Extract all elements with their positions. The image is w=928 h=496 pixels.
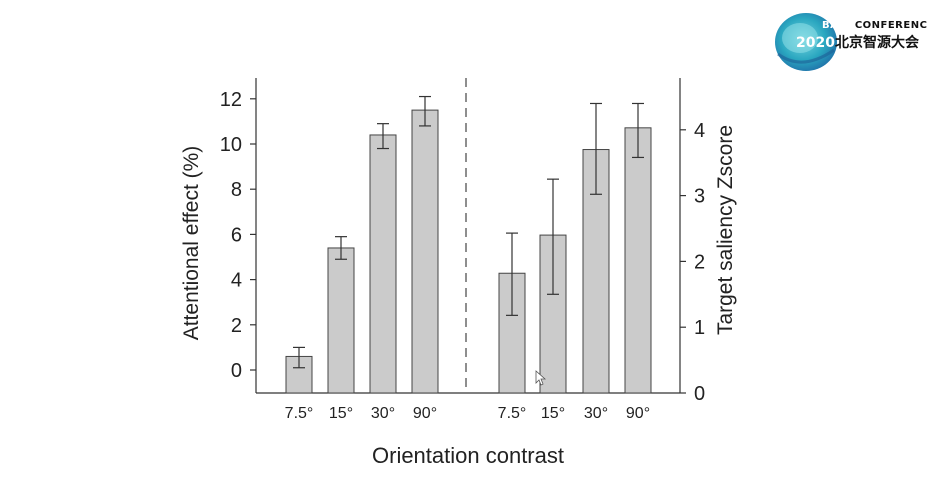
right-y-tick-label: 1	[694, 317, 705, 339]
logo-tagline: BAAI CONFERENCE	[822, 20, 928, 31]
x-tick-label: 15°	[329, 405, 353, 422]
x-tick-label: 15°	[541, 405, 565, 422]
bar	[327, 247, 355, 394]
right-y-tick-label: 2	[694, 251, 705, 273]
right-y-tick-label: 4	[694, 120, 705, 142]
x-tick-label: 90°	[626, 405, 650, 422]
logo-name-cn: 北京智源大会	[834, 35, 919, 51]
right-y-tick-label: 3	[694, 186, 705, 208]
right-y-tick-label: 0	[694, 383, 705, 405]
x-tick-label: 30°	[371, 405, 395, 422]
logo-swirl-icon	[775, 13, 837, 71]
left-y-axis-label: Attentional effect (%)	[180, 146, 203, 341]
left-y-tick-label: 2	[231, 315, 242, 337]
left-y-tick-label: 6	[231, 224, 242, 246]
x-tick-label: 7.5°	[498, 405, 527, 422]
left-y-tick-label: 0	[231, 360, 242, 382]
mouse-cursor-icon	[535, 370, 547, 386]
left-y-tick-label: 10	[220, 134, 242, 156]
bar	[369, 134, 397, 394]
right-y-axis-label: Target saliency Zscore	[714, 125, 737, 335]
left-y-tick-label: 4	[231, 270, 242, 292]
x-tick-label: 7.5°	[285, 405, 314, 422]
x-tick-label: 90°	[413, 405, 437, 422]
x-tick-label: 30°	[584, 405, 608, 422]
baai-conference-logo: BAAI CONFERENCE 2020北京智源大会	[772, 10, 928, 74]
logo-tag: CONFERENCE	[854, 20, 928, 31]
x-axis-label: Orientation contrast	[372, 443, 564, 468]
logo-year: 2020	[796, 35, 835, 51]
logo-brand: BAAI	[822, 20, 851, 31]
left-y-tick-label: 8	[231, 179, 242, 201]
logo-title: 2020北京智源大会	[796, 32, 919, 52]
bar	[624, 127, 652, 394]
bar	[411, 109, 439, 394]
left-y-tick-label: 12	[220, 89, 242, 111]
